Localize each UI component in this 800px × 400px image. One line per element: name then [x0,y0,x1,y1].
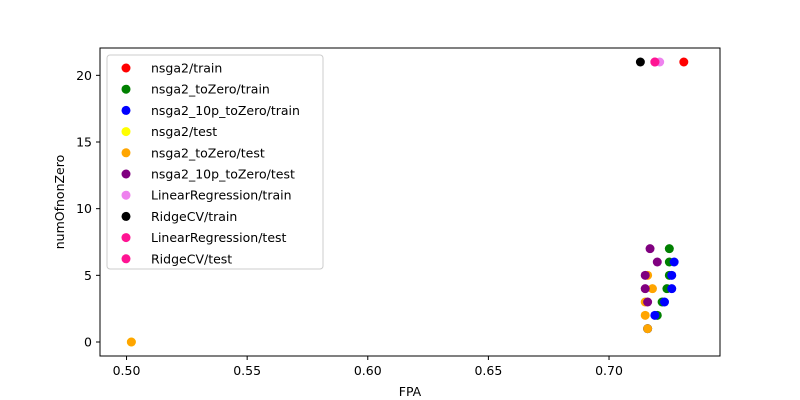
data-point [640,270,650,280]
data-point [679,57,689,67]
data-point [650,310,660,320]
y-axis-label: numOfnonZero [52,155,67,250]
data-point [669,257,679,267]
data-point [643,324,653,334]
legend-marker [121,148,131,158]
data-point [635,57,645,67]
data-point [643,297,653,307]
legend: nsga2/train nsga2_toZero/train nsga2_10p_t… [106,54,324,270]
x-tick-label: 0.50 [113,363,141,378]
legend-marker [121,211,131,221]
legend-marker [121,84,131,94]
legend-frame [106,54,324,270]
data-point [126,337,136,347]
legend-label: nsga2_toZero/train [151,82,270,97]
data-point [652,257,662,267]
data-point [650,57,660,67]
legend-label: nsga2_toZero/test [151,145,265,160]
legend-marker [121,169,131,179]
data-point [647,284,657,294]
legend-marker [121,254,131,264]
legend-label: nsga2_10p_toZero/train [151,103,300,118]
legend-marker [121,127,131,137]
legend-marker [121,233,131,243]
x-tick-label: 0.55 [233,363,261,378]
data-point [660,297,670,307]
x-tick-label: 0.65 [474,363,502,378]
y-tick-label: 10 [76,201,92,216]
legend-marker [121,105,131,115]
data-point [640,310,650,320]
x-axis-label: FPA [399,384,422,399]
legend-label: nsga2_10p_toZero/test [151,167,295,182]
plot-frame [99,47,721,357]
y-tick-label: 20 [76,68,92,83]
legend-label: LinearRegression/train [151,188,292,203]
legend-label: LinearRegression/test [151,230,287,245]
legend-marker [121,190,131,200]
y-tick-label: 5 [84,268,92,283]
legend-label: nsga2/test [151,124,217,139]
y-tick-label: 0 [84,335,92,350]
legend-label: nsga2/train [151,61,222,76]
x-tick-label: 0.70 [595,363,623,378]
data-point [664,244,674,254]
x-axis-ticks: 0.50 0.55 0.60 0.65 0.70 [113,356,623,378]
data-point [640,284,650,294]
data-point [645,244,655,254]
legend-label: RidgeCV/test [151,251,232,266]
data-point [667,284,677,294]
data-points [126,57,689,347]
x-tick-label: 0.60 [354,363,382,378]
legend-label: RidgeCV/train [151,209,237,224]
data-point [667,270,677,280]
y-axis-ticks: 0 5 10 15 20 [76,68,100,350]
y-tick-label: 15 [76,135,92,150]
legend-marker [121,63,131,73]
